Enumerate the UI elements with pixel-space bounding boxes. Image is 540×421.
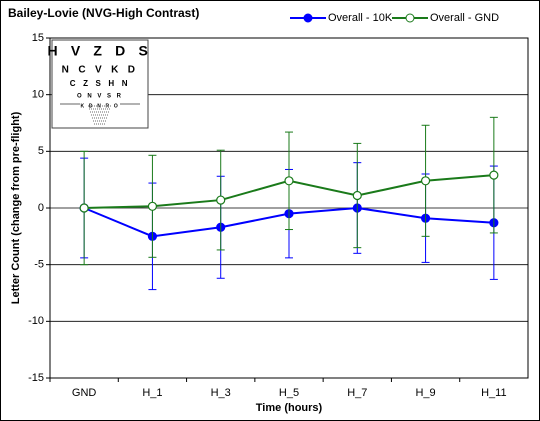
x-tick-label: H_5 [279, 387, 299, 399]
legend-label: Overall - GND [430, 12, 499, 24]
y-tick-label: 5 [38, 145, 44, 157]
data-point [217, 196, 225, 204]
data-point [148, 202, 156, 210]
data-point [490, 171, 498, 179]
x-axis-label: Time (hours) [256, 402, 323, 414]
legend-swatch-marker [304, 14, 312, 22]
x-tick-label: H_7 [347, 387, 367, 399]
inset-row: N C V K D [62, 65, 139, 76]
inset-image: H V Z D SN C V K DC Z S H NO N V S RK D … [47, 40, 152, 128]
inset-row: H V Z D S [47, 43, 152, 59]
y-tick-label: -5 [34, 259, 44, 271]
x-tick-label: H_3 [211, 387, 231, 399]
x-tick-label: H_11 [481, 387, 506, 399]
legend-label: Overall - 10K [328, 12, 393, 24]
x-tick-label: H_1 [142, 387, 162, 399]
data-point [285, 177, 293, 185]
inset-row: O N V S R [77, 94, 123, 100]
y-tick-label: 0 [38, 202, 44, 214]
y-tick-label: -10 [28, 315, 44, 327]
y-tick-label: 10 [32, 89, 44, 101]
chart: Bailey-Lovie (NVG-High Contrast) Time (h… [0, 0, 540, 421]
y-axis-label: Letter Count (change from pre-flight) [10, 111, 22, 304]
y-tick-label: -15 [28, 372, 44, 384]
legend-swatch-marker [406, 14, 414, 22]
data-point [353, 192, 361, 200]
data-point [80, 204, 88, 212]
x-tick-label: H_9 [415, 387, 435, 399]
data-point [422, 177, 430, 185]
y-tick-label: 15 [32, 32, 44, 44]
chart-title: Bailey-Lovie (NVG-High Contrast) [8, 6, 199, 20]
inset-row: C Z S H N [70, 79, 130, 88]
x-tick-label: GND [72, 387, 97, 399]
